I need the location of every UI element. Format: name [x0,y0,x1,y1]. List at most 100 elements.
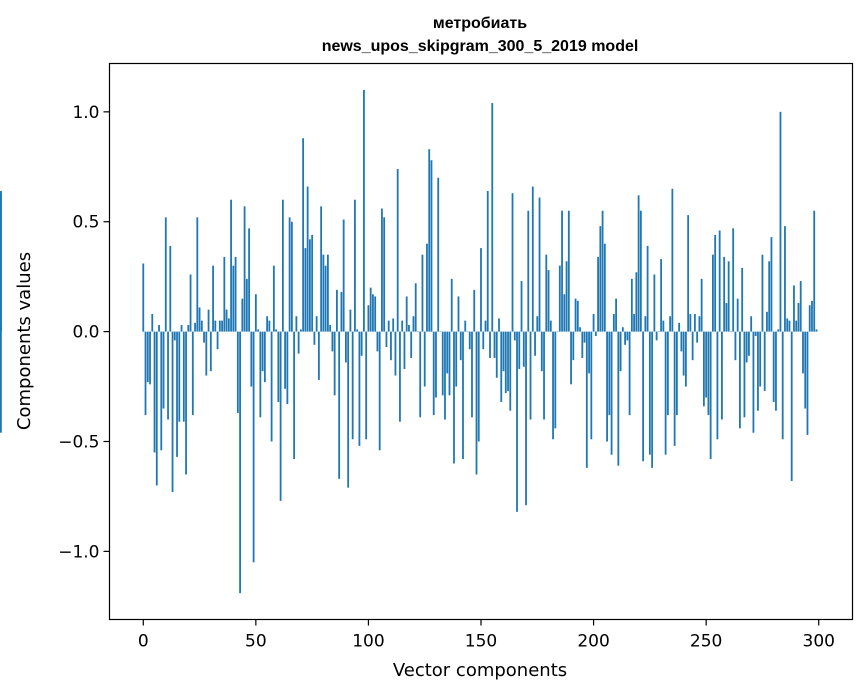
bar-component-2 [146,331,149,383]
bar-component-214 [624,331,626,345]
bar-component-40 [232,265,235,332]
bar-component-207 [608,331,611,416]
bar-component-95 [356,329,359,332]
bar-component-203 [599,226,602,332]
bar-component-196 [583,331,586,343]
x-tick-label: 250 [690,632,722,652]
bar-component-173 [531,186,534,332]
bar-component-189 [567,210,570,332]
bar-component-50 [254,294,257,332]
bar-component-66 [290,221,293,332]
y-tick-label: −1.0 [58,542,99,562]
bar-component-149 [477,331,480,442]
bar-component-253 [712,254,714,332]
bar-component-14 [173,331,176,341]
bar-component-108 [385,331,388,347]
bar-component-103 [374,296,377,332]
bar-component-297 [811,300,813,332]
bar-component-119 [410,331,413,358]
bar-component-224 [646,245,649,332]
bar-component-174 [534,331,536,356]
bar-component-101 [369,287,372,332]
bar-component-41 [234,256,237,332]
y-axis-label: Components values [14,252,35,430]
bar-component-55 [266,316,269,332]
bar-component-201 [594,331,597,337]
y-axis-ticks: −1.0 −0.5 0.0 0.5 1.0 [58,103,110,562]
bar-component-160 [502,331,505,372]
bar-component-242 [687,215,690,332]
bar-component-74 [308,239,311,332]
bar-component-54 [263,331,266,383]
bar-component-82 [327,254,329,332]
bar-component-99 [365,331,368,440]
bar-component-254 [714,234,717,332]
bar-component-21 [189,274,192,332]
bar-component-71 [302,138,305,332]
bar-component-34 [218,320,221,332]
bar-component-163 [509,331,512,411]
bar-component-248 [700,278,703,332]
bar-component-167 [518,331,521,369]
bar-component-78 [317,331,320,380]
bar-component-7 [158,325,160,332]
bar-component-141 [459,331,462,361]
bar-component-145 [468,331,471,350]
bar-component-94 [354,199,356,332]
bar-component-257 [721,331,723,420]
bar-component-272 [754,331,757,337]
bar-component-124 [421,254,424,332]
bar-component-215 [626,331,629,341]
bar-component-110 [390,331,392,361]
bar-component-251 [707,331,710,416]
bar-component-118 [408,325,410,332]
bar-component-186 [561,210,563,332]
bar-component-270 [750,316,753,332]
bar-component-113 [396,168,399,332]
bar-component-280 [772,331,775,402]
bar-component-102 [372,294,374,332]
bar-component-213 [621,327,624,332]
bar-component-212 [619,331,622,372]
bar-component-81 [324,265,327,332]
bar-component-278 [768,261,771,332]
bar-component-122 [417,331,419,333]
bar-component-84 [331,331,334,352]
bar-component-168 [520,281,523,332]
y-tick-label: 0.5 [72,213,99,233]
bar-component-4 [151,314,154,332]
x-tick-label: 150 [465,632,497,652]
bar-component-177 [540,331,543,372]
bar-component-30 [209,331,212,372]
bar-component-238 [678,322,681,332]
bar-component-28 [205,331,208,376]
bar-component-22 [191,331,194,416]
bar-component-269 [748,331,750,356]
bar-component-197 [585,331,588,468]
bar-component-232 [664,331,667,455]
bar-component-47 [248,228,250,332]
bar-component-275 [761,254,764,332]
bar-component-151 [482,331,485,350]
bar-component-76 [313,331,316,345]
bar-component-236 [673,331,676,446]
bar-component-24 [196,217,199,332]
bar-component-180 [547,270,550,332]
bar-component-171 [527,210,530,332]
bar-component-194 [579,327,581,332]
x-axis-ticks: 0 50 100 150 200 250 300 [138,619,835,652]
x-tick-label: 300 [803,632,835,652]
bar-component-159 [500,331,503,402]
bar-component-287 [788,320,791,332]
bar-component-42 [236,331,239,413]
bar-component-289 [793,285,795,332]
bar-component-140 [457,296,460,332]
bar-component-285 [784,226,786,332]
bar-component-288 [790,331,793,482]
bar-component-231 [662,320,665,332]
bar-component-158 [498,318,500,332]
bar-component-88 [340,292,343,332]
bar-component-85 [333,331,336,396]
bar-component-16 [178,331,181,422]
bar-component-245 [693,314,696,332]
